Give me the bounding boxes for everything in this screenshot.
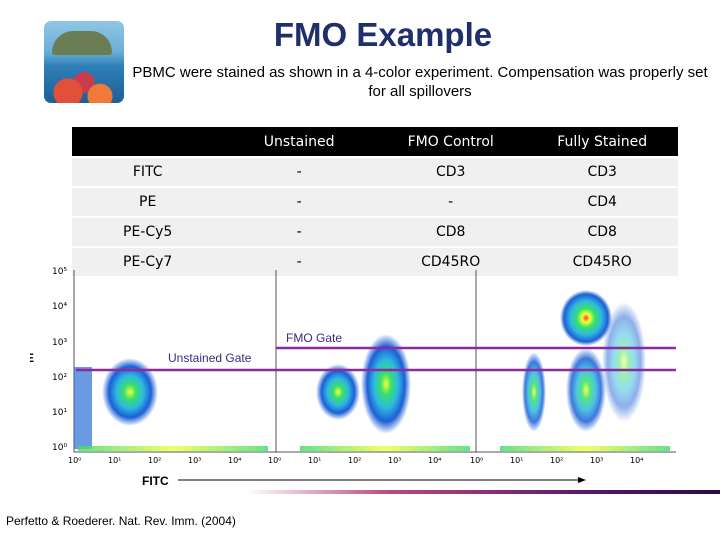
header-fmo-control: FMO Control [374, 127, 527, 156]
header-unstained: Unstained [223, 127, 375, 156]
slide-title: FMO Example [273, 16, 493, 53]
y-tick-label: 10⁰ [52, 443, 67, 453]
fmo-cell: CD8 [374, 218, 527, 246]
x-tick-label: 10¹ [308, 456, 321, 465]
y-tick-label: 10⁴ [52, 302, 67, 312]
table-row: FITC - CD3 CD3 [72, 158, 678, 186]
marker-cell: PE [72, 188, 224, 216]
full-cell: CD4 [526, 188, 678, 216]
x-tick-label: 10⁰ [268, 456, 281, 465]
x-tick-label: 10² [148, 456, 161, 465]
table-row: PE-Cy7 - CD45RO CD45RO [72, 248, 678, 276]
header-blank [72, 127, 224, 156]
x-tick-label: 10³ [388, 456, 401, 465]
y-tick-labels: 10⁵ 10⁴ 10³ 10² 10¹ 10⁰ [52, 267, 67, 453]
x-tick-label: 10⁴ [428, 456, 441, 465]
x-tick-label: 10⁰ [470, 456, 483, 465]
table-row: PE-Cy5 - CD8 CD8 [72, 218, 678, 246]
y-tick-label: 10¹ [52, 408, 67, 418]
slide-subtitle: PBMC were stained as shown in a 4-color … [132, 64, 708, 100]
unstained-population [74, 358, 268, 451]
fmo-population [300, 334, 470, 451]
header-fully-stained: Fully Stained [526, 127, 678, 156]
decorative-bar [246, 490, 720, 494]
axis-pileup [74, 367, 92, 449]
marker-cell: FITC [72, 158, 224, 186]
x-tick-label: 10⁴ [228, 456, 241, 465]
x-tick-label: 10¹ [510, 456, 523, 465]
x-tick-labels: 10⁰ 10¹ 10² 10³ 10⁴ 10⁰ 10¹ 10² 10³ 10⁴ … [68, 456, 643, 465]
table-header-row: Unstained FMO Control Fully Stained [72, 127, 678, 156]
cell-cluster [602, 302, 646, 422]
reef-shape [44, 68, 124, 103]
full-cell: CD45RO [526, 248, 678, 276]
x-tick-label: 10² [348, 456, 361, 465]
baseline-events [300, 446, 470, 451]
x-tick-label: 10² [550, 456, 563, 465]
panel-frames [73, 270, 676, 453]
unstained-gate-label: Unstained Gate [168, 351, 252, 365]
unstained-cell: - [223, 188, 375, 216]
unstained-cell: - [223, 248, 375, 276]
x-arrow-head [578, 477, 586, 483]
x-tick-label: 10³ [590, 456, 603, 465]
x-tick-label: 10⁴ [630, 456, 643, 465]
cell-cluster [566, 348, 606, 432]
marker-cell: PE-Cy5 [72, 218, 224, 246]
cell-cluster [316, 364, 360, 420]
panel-1-axes [73, 270, 276, 453]
y-tick-label: 10⁵ [52, 267, 67, 277]
fmo-gate-label: FMO Gate [286, 331, 342, 345]
y-tick-label: 10² [52, 373, 67, 383]
ocean-reef-picture [44, 21, 124, 103]
citation: Perfetto & Roederer. Nat. Rev. Imm. (200… [6, 514, 236, 528]
fmo-cell: CD3 [374, 158, 527, 186]
table-row: PE - - CD4 [72, 188, 678, 216]
full-cell: CD3 [526, 158, 678, 186]
cell-cluster [522, 352, 546, 432]
cell-cluster [361, 334, 411, 434]
y-tick-label: 10³ [52, 338, 67, 348]
baseline-events [78, 446, 268, 451]
y-axis-label: PE [30, 351, 34, 365]
panel-2-axes [275, 270, 476, 453]
panel-3-axes [475, 270, 676, 453]
x-tick-label: 10³ [188, 456, 201, 465]
x-tick-label: 10⁰ [68, 456, 81, 465]
baseline-events [500, 446, 670, 451]
fmo-cell: - [374, 188, 527, 216]
cell-cluster [560, 290, 612, 346]
staining-table: Unstained FMO Control Fully Stained FITC… [72, 125, 678, 278]
x-tick-label: 10¹ [108, 456, 121, 465]
rock-shape [52, 31, 112, 55]
full-cell: CD8 [526, 218, 678, 246]
unstained-cell: - [223, 158, 375, 186]
fmo-cell: CD45RO [374, 248, 527, 276]
marker-cell: PE-Cy7 [72, 248, 224, 276]
x-axis-label: FITC [142, 474, 169, 488]
cell-cluster [102, 358, 158, 426]
unstained-cell: - [223, 218, 375, 246]
flow-cytometry-plots: 10⁵ 10⁴ 10³ 10² 10¹ 10⁰ PE Unstained Gat… [30, 267, 676, 488]
